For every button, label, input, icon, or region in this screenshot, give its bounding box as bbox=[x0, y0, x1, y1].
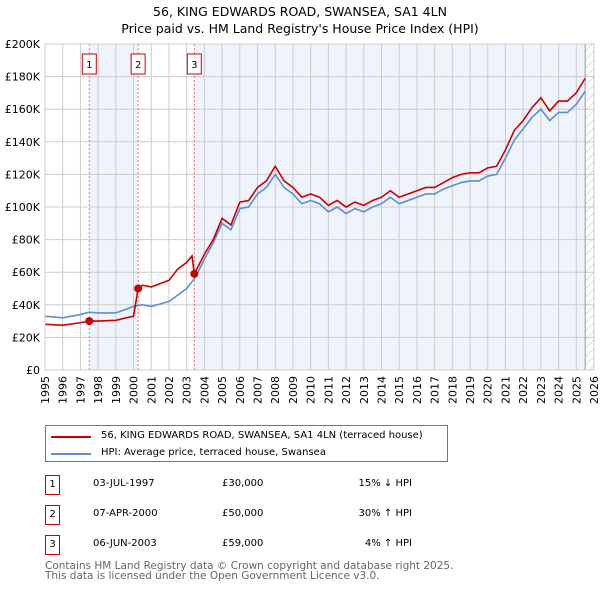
chart-subtitle: Price paid vs. HM Land Registry's House … bbox=[121, 21, 479, 36]
x-tick-label: 2023 bbox=[535, 376, 548, 404]
sale-price: £50,000 bbox=[222, 508, 264, 519]
x-tick-label: 2006 bbox=[234, 376, 247, 404]
y-tick-label: £100K bbox=[5, 201, 41, 214]
x-tick-label: 2000 bbox=[128, 376, 141, 404]
y-tick-label: £40K bbox=[12, 299, 41, 312]
sale-label: 2 bbox=[135, 60, 141, 71]
x-tick-label: 1996 bbox=[57, 376, 70, 404]
sale-marker-number: 3 bbox=[45, 535, 60, 555]
sale-point bbox=[190, 269, 199, 278]
property-price-line bbox=[44, 77, 586, 326]
y-tick-label: £200K bbox=[5, 38, 41, 51]
sale-point bbox=[134, 284, 143, 293]
sale-point bbox=[85, 317, 94, 326]
x-tick-label: 2019 bbox=[464, 376, 477, 404]
x-tick-label: 1999 bbox=[110, 376, 123, 404]
x-tick-label: 2002 bbox=[163, 376, 176, 404]
x-tick-label: 2016 bbox=[411, 376, 424, 404]
sale-price: £59,000 bbox=[222, 538, 264, 549]
hpi-line bbox=[44, 90, 586, 319]
y-tick-label: £120K bbox=[5, 168, 41, 181]
footer-copyright: Contains HM Land Registry data © Crown c… bbox=[45, 560, 454, 572]
x-tick-label: 2018 bbox=[446, 376, 459, 404]
plot-frame bbox=[44, 43, 595, 371]
legend-swatch-property bbox=[51, 436, 91, 438]
legend-label-hpi: HPI: Average price, terraced house, Swan… bbox=[101, 447, 326, 458]
y-tick-label: £180K bbox=[5, 71, 41, 84]
x-tick-label: 2021 bbox=[499, 376, 512, 404]
x-tick-label: 2020 bbox=[482, 376, 495, 404]
sale-row: 2 07-APR-2000 £50,000 30% ↑ HPI bbox=[45, 505, 445, 525]
x-tick-label: 2017 bbox=[429, 376, 442, 404]
x-tick-label: 2012 bbox=[340, 376, 353, 404]
price-chart: 1995 1996 1997 1998 1999 2000 2001 2002 2003 2004… bbox=[5, 38, 600, 404]
x-tick-label: 2009 bbox=[287, 376, 300, 404]
x-tick-label: 2013 bbox=[358, 376, 371, 404]
sale-marker-number: 2 bbox=[45, 505, 60, 525]
x-tick-label: 2024 bbox=[553, 376, 566, 404]
y-tick-label: £0 bbox=[26, 364, 40, 377]
y-tick-label: £60K bbox=[12, 266, 41, 279]
x-tick-label: 2004 bbox=[198, 376, 211, 404]
x-tick-label: 2015 bbox=[393, 376, 406, 404]
x-tick-label: 2014 bbox=[375, 376, 388, 404]
y-tick-label: £80K bbox=[12, 234, 41, 247]
y-tick-label: £140K bbox=[5, 136, 41, 149]
sale-label-box bbox=[130, 53, 146, 75]
sale-hpi-diff: 15% ↓ HPI bbox=[358, 478, 412, 489]
legend-label-property: 56, KING EDWARDS ROAD, SWANSEA, SA1 4LN … bbox=[101, 430, 423, 441]
x-tick-label: 2011 bbox=[322, 376, 335, 404]
y-tick-label: £160K bbox=[5, 103, 41, 116]
x-tick-label: 2022 bbox=[517, 376, 530, 404]
sale-hpi-diff: 4% ↑ HPI bbox=[364, 538, 412, 549]
x-tick-label: 1998 bbox=[92, 376, 105, 404]
x-tick-label: 2003 bbox=[181, 376, 194, 404]
x-tick-label: 2025 bbox=[570, 376, 583, 404]
x-tick-label: 1997 bbox=[74, 376, 87, 404]
sale-label-box bbox=[81, 53, 97, 75]
sale-label: 3 bbox=[191, 60, 197, 71]
sale-row: 1 03-JUL-1997 £30,000 15% ↓ HPI bbox=[45, 475, 445, 495]
legend: 56, KING EDWARDS ROAD, SWANSEA, SA1 4LN … bbox=[45, 425, 448, 462]
x-tick-label: 2001 bbox=[145, 376, 158, 404]
sale-label: 1 bbox=[86, 60, 92, 71]
x-tick-label: 2010 bbox=[305, 376, 318, 404]
x-tick-label: 2008 bbox=[269, 376, 282, 404]
sale-date: 03-JUL-1997 bbox=[93, 478, 155, 489]
footer-licence: This data is licensed under the Open Gov… bbox=[45, 570, 380, 582]
sale-row: 3 06-JUN-2003 £59,000 4% ↑ HPI bbox=[45, 535, 445, 555]
x-tick-label: 2005 bbox=[216, 376, 229, 404]
y-tick-label: £20K bbox=[12, 331, 41, 344]
sale-hpi-diff: 30% ↑ HPI bbox=[358, 508, 412, 519]
sale-marker-number: 1 bbox=[45, 475, 60, 495]
sale-label-box bbox=[186, 53, 202, 75]
legend-swatch-hpi bbox=[51, 453, 91, 455]
sale-date: 07-APR-2000 bbox=[93, 508, 158, 519]
sale-date: 06-JUN-2003 bbox=[93, 538, 157, 549]
x-tick-label: 2007 bbox=[252, 376, 265, 404]
x-tick-label: 2026 bbox=[588, 376, 600, 404]
x-tick-label: 1995 bbox=[39, 376, 52, 404]
sale-price: £30,000 bbox=[222, 478, 264, 489]
chart-title: 56, KING EDWARDS ROAD, SWANSEA, SA1 4LN bbox=[153, 4, 447, 19]
